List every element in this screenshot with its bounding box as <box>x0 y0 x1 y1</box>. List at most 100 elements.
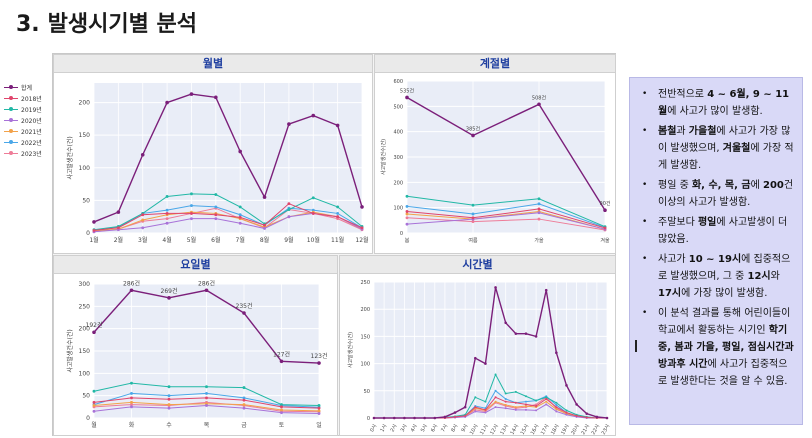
x-tick-label: 18시 <box>550 424 561 436</box>
summary-text: 와 <box>770 271 780 282</box>
x-tick-label: 11시 <box>479 424 490 436</box>
data-point <box>280 408 283 412</box>
legend-item: 2020년 <box>4 115 54 126</box>
summary-item: 전반적으로 4 ~ 6월, 9 ~ 11월에 사고가 많이 발생함. <box>636 86 796 120</box>
data-point <box>382 416 386 420</box>
x-tick-label: 1월 <box>89 236 98 244</box>
y-tick-label: 50 <box>82 197 90 204</box>
plot-area <box>94 83 362 233</box>
summary-item: 주말보다 평일에 사고발생이 더 많았음. <box>636 214 796 248</box>
data-point <box>279 359 284 364</box>
data-point <box>585 416 588 419</box>
data-point <box>555 408 558 411</box>
section-title: 발생시기별 분석 <box>47 12 198 37</box>
data-point <box>603 208 607 212</box>
summary-emphasis: 12시 <box>747 271 771 282</box>
y-tick-label: 500 <box>393 104 403 110</box>
x-tick-label: 10월 <box>307 236 320 244</box>
y-tick-label: 150 <box>79 132 91 139</box>
y-tick-label: 600 <box>393 79 403 85</box>
legend-swatch <box>4 96 18 102</box>
x-tick-label: 12월 <box>355 236 368 244</box>
data-point <box>471 220 475 224</box>
chart-svg: 0 50 100 150 200 1월 2월 3월 4월 5월 6월 7월 8월 9월 10월 11월 12월 사… <box>66 83 369 244</box>
y-tick-label: 100 <box>360 362 370 368</box>
summary-emphasis: 학기 중, 봄과 가을, 평일, 점심시간과 방과후 시간 <box>658 325 794 370</box>
y-tick-label: 300 <box>393 155 403 161</box>
data-point <box>494 373 497 376</box>
y-tick-label: 150 <box>79 348 91 355</box>
data-point <box>471 203 475 207</box>
data-point <box>544 288 548 292</box>
x-tick-label: 23시 <box>601 424 612 436</box>
data-point <box>190 192 193 196</box>
series-line <box>406 96 606 211</box>
data-point <box>214 217 218 221</box>
legend-item: 2019년 <box>4 104 54 115</box>
data-point <box>205 385 208 389</box>
x-tick-label: 22시 <box>591 424 602 436</box>
data-label: 286건 <box>123 279 140 287</box>
data-point <box>474 410 477 413</box>
data-point <box>140 152 145 157</box>
chart-svg: 0 100 200 300 400 500 600 봄 여름 가을 겨울 사고발생건수(건) 535건 3… <box>380 79 611 244</box>
data-point <box>403 416 406 420</box>
data-point <box>471 133 475 138</box>
data-point <box>317 361 321 365</box>
summary-emphasis: 17시 <box>658 288 682 299</box>
data-point <box>413 416 416 420</box>
x-tick-label: 4월 <box>162 236 171 244</box>
text-cursor-mark <box>635 340 637 352</box>
series-line <box>406 203 606 228</box>
data-point <box>242 386 246 390</box>
data-point <box>405 212 409 216</box>
legend-label: 2018년 <box>21 96 42 103</box>
data-point <box>474 396 477 399</box>
y-tick-label: 100 <box>79 165 91 172</box>
summary-emphasis: 봄철 <box>658 126 677 137</box>
data-point <box>405 216 409 220</box>
data-point <box>190 217 193 221</box>
analysis-summary-box: 전반적으로 4 ~ 6월, 9 ~ 11월에 사고가 많이 발생함.봄철과 가을… <box>629 77 803 425</box>
data-label: 123건 <box>311 352 328 360</box>
summary-text: 에 집중적으로 발생했으며, 그 중 <box>658 254 791 282</box>
data-point <box>165 100 169 105</box>
series-line <box>374 287 608 419</box>
data-point <box>92 404 96 407</box>
data-point <box>494 396 497 399</box>
data-point <box>214 213 218 217</box>
summary-text: 에 <box>750 180 764 191</box>
data-point <box>405 95 409 100</box>
x-tick-label: 3시 <box>400 424 409 434</box>
data-point <box>360 205 364 209</box>
legend-swatch <box>4 85 18 91</box>
data-point <box>92 220 96 224</box>
data-point <box>311 211 315 215</box>
data-point <box>535 409 538 412</box>
summary-text: 에 가장 적게 발생함. <box>658 143 794 171</box>
weekday-chart-title: 요일별 <box>54 256 337 274</box>
data-point <box>214 95 218 100</box>
summary-emphasis: 10 ~ 19시 <box>688 254 742 265</box>
y-tick-label: 0 <box>86 230 90 237</box>
data-point <box>575 414 578 417</box>
data-label: 90건 <box>600 200 611 207</box>
x-tick-label: 여름 <box>468 237 478 244</box>
data-point <box>360 226 364 230</box>
x-tick-label: 겨울 <box>600 237 610 244</box>
data-point <box>165 195 169 198</box>
y-tick-label: 100 <box>79 370 91 377</box>
data-point <box>504 400 507 403</box>
data-label: 235건 <box>236 302 253 310</box>
summary-item: 봄철과 가을철에 사고가 가장 많이 발생했으며, 겨울철에 가장 적게 발생함… <box>636 123 796 174</box>
data-point <box>504 407 507 410</box>
legend-swatch <box>4 140 18 146</box>
x-tick-label: 가을 <box>534 237 544 244</box>
data-point <box>565 411 568 414</box>
x-tick-label: 11월 <box>331 236 344 244</box>
summary-emphasis: 가을철 <box>688 126 717 137</box>
data-point <box>484 400 487 403</box>
data-point <box>464 414 467 417</box>
data-point <box>92 409 96 413</box>
data-label: 269건 <box>161 287 178 295</box>
